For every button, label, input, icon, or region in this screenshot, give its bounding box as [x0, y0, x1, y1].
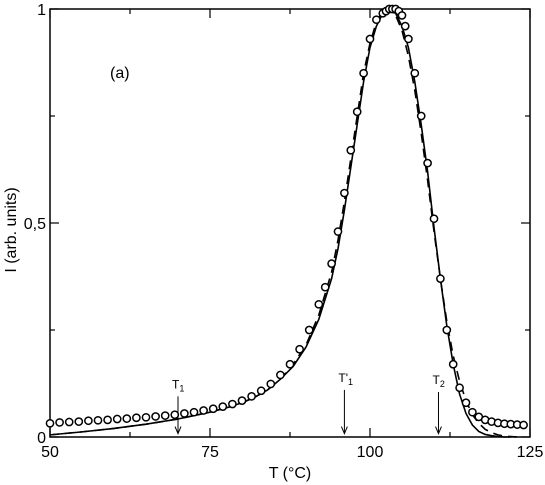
- x-tick-label: 50: [41, 444, 59, 461]
- data-point: [122, 414, 132, 423]
- data-point: [218, 402, 228, 411]
- x-axis-title: T (°C): [269, 465, 312, 482]
- y-tick-label: 1: [37, 2, 46, 19]
- data-point: [404, 34, 413, 44]
- data-point: [346, 145, 356, 155]
- t1-marker: T1: [172, 377, 184, 435]
- data-point: [285, 359, 295, 369]
- data-point: [372, 15, 381, 25]
- marker-subscript: 1: [179, 383, 184, 393]
- tick-labels: 50 75 100 125 0 0,5 1: [24, 2, 544, 461]
- data-point: [327, 259, 336, 269]
- data-point: [228, 399, 237, 409]
- data-point: [55, 418, 64, 427]
- data-point: [74, 417, 84, 426]
- data-point: [416, 111, 426, 121]
- data-point: [103, 415, 112, 425]
- data-point: [208, 404, 218, 414]
- data-point: [314, 299, 324, 309]
- panel-label: (a): [110, 65, 130, 82]
- marker-arrow-head: [340, 426, 348, 435]
- data-point: [151, 412, 160, 421]
- data-point: [141, 412, 151, 422]
- data-point: [455, 383, 464, 393]
- data-point: [429, 214, 439, 224]
- data-point: [266, 379, 276, 389]
- data-point: [468, 407, 477, 417]
- data-point: [256, 386, 266, 396]
- data-point: [247, 391, 256, 401]
- marker-subscript: 1: [348, 377, 353, 387]
- data-series: [45, 4, 528, 438]
- axis-ticks: [49, 8, 531, 438]
- data-point: [519, 420, 528, 430]
- data-point: [400, 21, 410, 31]
- data-point: [237, 396, 247, 405]
- data-point: [340, 188, 349, 198]
- y-tick-label: 0,5: [24, 216, 46, 233]
- x-tick-label: 125: [517, 444, 544, 461]
- data-point: [93, 415, 103, 425]
- data-point: [333, 227, 343, 236]
- data-point: [410, 68, 420, 78]
- y-axis-title: I (arb. units): [3, 187, 20, 272]
- data-point: [276, 370, 285, 380]
- x-tick-label: 100: [357, 444, 384, 461]
- data-point: [448, 359, 458, 369]
- data-point: [320, 282, 330, 292]
- data-point: [180, 409, 189, 418]
- marker-label: T2: [432, 373, 444, 389]
- data-point: [132, 413, 141, 423]
- marker-arrow-head: [174, 426, 182, 435]
- marker-subscript: 2: [440, 379, 445, 389]
- data-point: [170, 410, 180, 420]
- data-point: [461, 398, 471, 408]
- marker-arrow-head: [435, 426, 442, 435]
- data-point: [112, 414, 122, 424]
- data-point: [423, 158, 432, 168]
- x-tick-label: 75: [201, 444, 219, 461]
- data-point: [359, 68, 368, 78]
- y-tick-label: 0: [37, 430, 46, 447]
- data-point: [189, 407, 199, 417]
- data-point: [365, 34, 375, 44]
- data-point: [84, 416, 93, 426]
- data-point: [397, 11, 407, 20]
- t1-prime-marker: T'1: [338, 371, 353, 435]
- marker-label: T1: [172, 377, 184, 393]
- data-point: [45, 418, 55, 428]
- data-point: [352, 107, 362, 117]
- t2-marker: T2: [432, 373, 445, 435]
- data-point: [304, 325, 314, 335]
- data-point: [64, 417, 74, 427]
- data-point: [160, 411, 170, 420]
- data-point: [442, 325, 452, 335]
- annotations: T1 T'1 T2: [172, 371, 445, 435]
- data-point: [199, 406, 208, 415]
- data-point: [295, 344, 304, 354]
- data-point: [436, 274, 445, 283]
- marker-label: T'1: [338, 371, 353, 387]
